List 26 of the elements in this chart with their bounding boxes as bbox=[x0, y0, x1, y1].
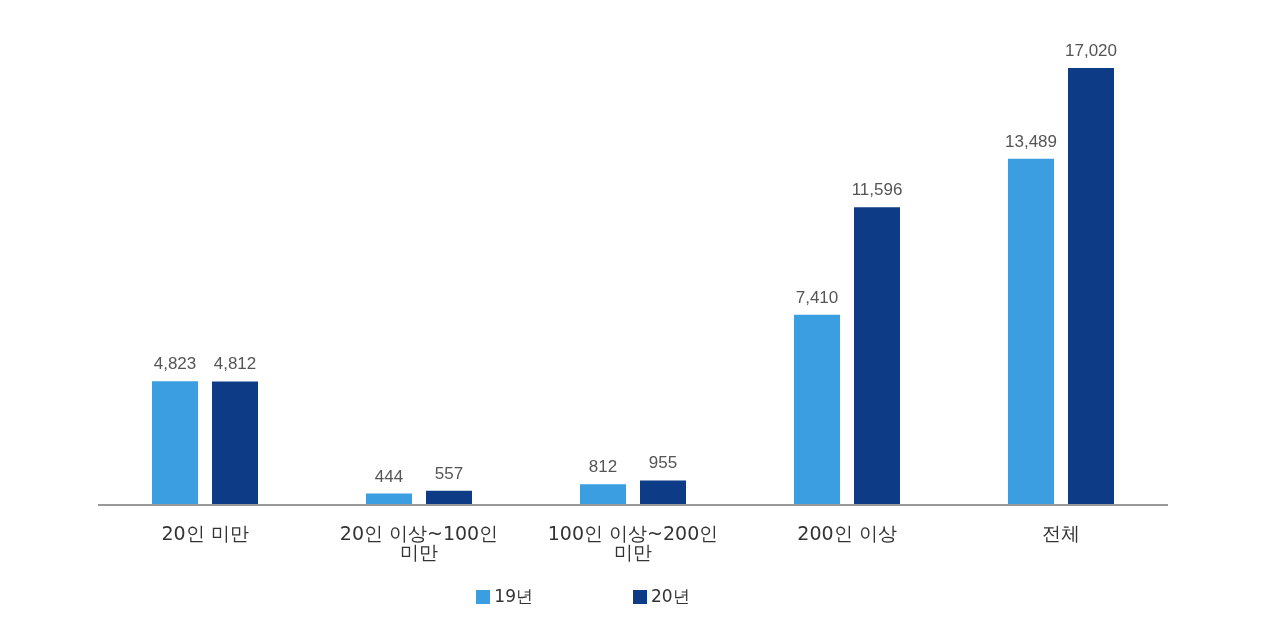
bar bbox=[640, 480, 686, 505]
bar bbox=[854, 207, 900, 505]
bar bbox=[426, 490, 472, 505]
data-label: 444 bbox=[374, 466, 404, 486]
bar bbox=[580, 484, 626, 505]
bar bbox=[1068, 68, 1114, 505]
x-tick-label: 전체 bbox=[1042, 522, 1080, 545]
data-label: 4,823 bbox=[153, 354, 197, 374]
x-tick-label: 200인 이상 bbox=[797, 522, 897, 545]
data-label: 11,596 bbox=[851, 180, 903, 200]
bar bbox=[152, 381, 198, 505]
data-label: 4,812 bbox=[213, 354, 257, 374]
legend-label: 19년 bbox=[494, 586, 533, 606]
data-label: 17,020 bbox=[1065, 41, 1117, 60]
data-label: 13,489 bbox=[1005, 131, 1057, 151]
x-tick-label: 20인 미만 bbox=[161, 522, 249, 545]
x-tick-label: 20인 이상~100인 미만 bbox=[339, 522, 499, 564]
x-tick-label: 100인 이상~200인 미만 bbox=[547, 522, 719, 564]
bar bbox=[794, 314, 840, 505]
data-label: 557 bbox=[434, 463, 464, 483]
data-label: 812 bbox=[588, 457, 618, 477]
bar bbox=[1008, 158, 1054, 505]
bar bbox=[212, 381, 258, 505]
data-label: 955 bbox=[648, 453, 678, 473]
legend-label: 20년 bbox=[651, 586, 690, 606]
data-label: 7,410 bbox=[795, 287, 839, 307]
